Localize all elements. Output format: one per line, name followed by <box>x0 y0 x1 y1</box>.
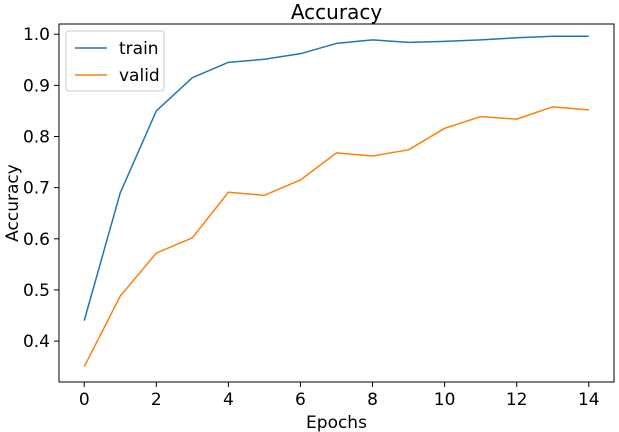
x-axis-title: Epochs <box>306 413 367 432</box>
x-tick-label: 6 <box>295 390 306 410</box>
plot-area-frame <box>58 23 615 383</box>
legend-box <box>65 30 165 92</box>
x-tick-label: 4 <box>223 390 234 410</box>
y-tick-label: 0.4 <box>23 332 50 352</box>
x-tick-label: 12 <box>506 390 528 410</box>
y-tick-label: 0.7 <box>23 179 50 199</box>
y-tick-label: 0.9 <box>23 76 50 96</box>
y-tick-label: 0.6 <box>23 230 50 250</box>
y-tick-label: 1.0 <box>23 25 50 45</box>
series-line-valid <box>83 106 589 368</box>
y-axis: 0.4 0.5 0.6 0.7 0.8 0.9 1.0 <box>23 25 59 352</box>
series-layer <box>83 35 589 368</box>
chart-title: Accuracy <box>291 0 382 24</box>
x-tick-label: 2 <box>151 390 162 410</box>
x-tick-label: 8 <box>367 390 378 410</box>
legend: train valid <box>65 30 165 92</box>
y-tick-label: 0.5 <box>23 281 50 301</box>
y-axis-title: Accuracy <box>3 164 23 242</box>
legend-label-train: train <box>119 39 159 59</box>
y-tick-label: 0.8 <box>23 128 50 148</box>
legend-label-valid: valid <box>119 66 160 86</box>
x-tick-label: 14 <box>578 390 600 410</box>
x-axis: 0 2 4 6 8 10 12 14 <box>79 382 600 410</box>
series-line-train <box>83 35 589 321</box>
x-tick-label: 0 <box>79 390 90 410</box>
x-tick-label: 10 <box>434 390 456 410</box>
